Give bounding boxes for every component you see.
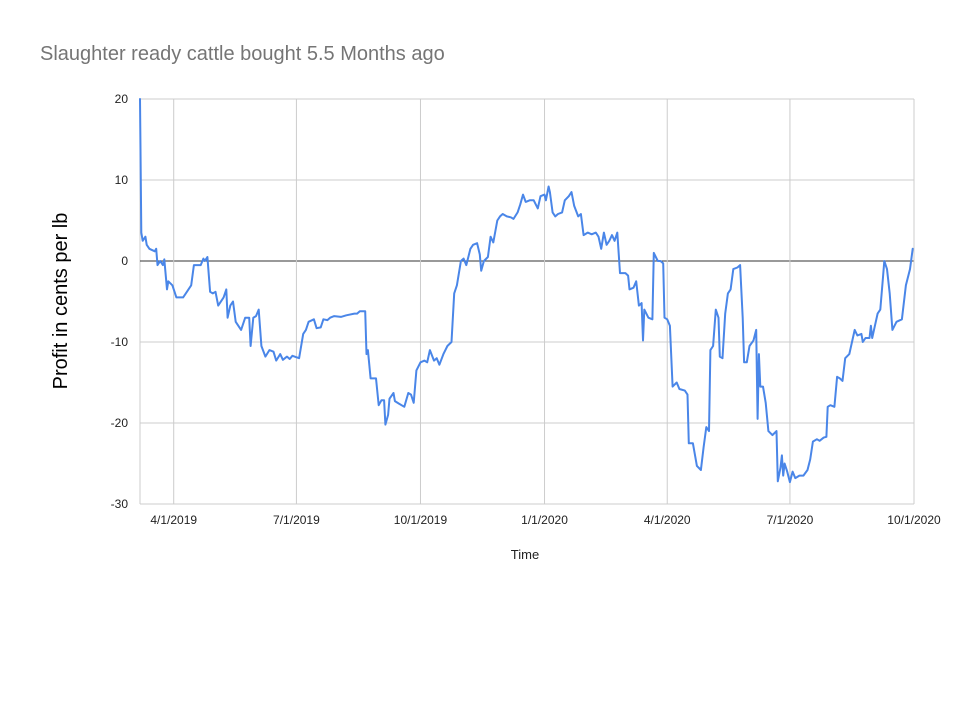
y-tick-label: -20 <box>111 416 129 430</box>
x-tick-label: 10/1/2020 <box>887 513 941 527</box>
x-tick-label: 10/1/2019 <box>394 513 448 527</box>
y-tick-label: -10 <box>111 335 129 349</box>
y-tick-label: 0 <box>121 254 128 268</box>
series-line <box>139 98 914 484</box>
y-tick-label: 10 <box>115 173 129 187</box>
y-tick-label: 20 <box>115 92 129 106</box>
x-axis-label: Time <box>511 547 539 562</box>
y-tick-label: -30 <box>111 497 129 511</box>
x-tick-label: 4/1/2020 <box>644 513 691 527</box>
y-axis-ticks: 20 10 0 -10 -20 -30 <box>111 92 129 511</box>
x-tick-label: 4/1/2019 <box>150 513 197 527</box>
y-axis-label: Profit in cents per lb <box>50 213 72 390</box>
chart-title: Slaughter ready cattle bought 5.5 Months… <box>40 43 445 65</box>
x-tick-label: 7/1/2020 <box>767 513 814 527</box>
grid-lines <box>139 98 915 505</box>
x-tick-label: 7/1/2019 <box>273 513 320 527</box>
x-tick-label: 1/1/2020 <box>521 513 568 527</box>
x-axis-ticks: 4/1/2019 7/1/2019 10/1/2019 1/1/2020 4/1/202… <box>150 513 941 527</box>
